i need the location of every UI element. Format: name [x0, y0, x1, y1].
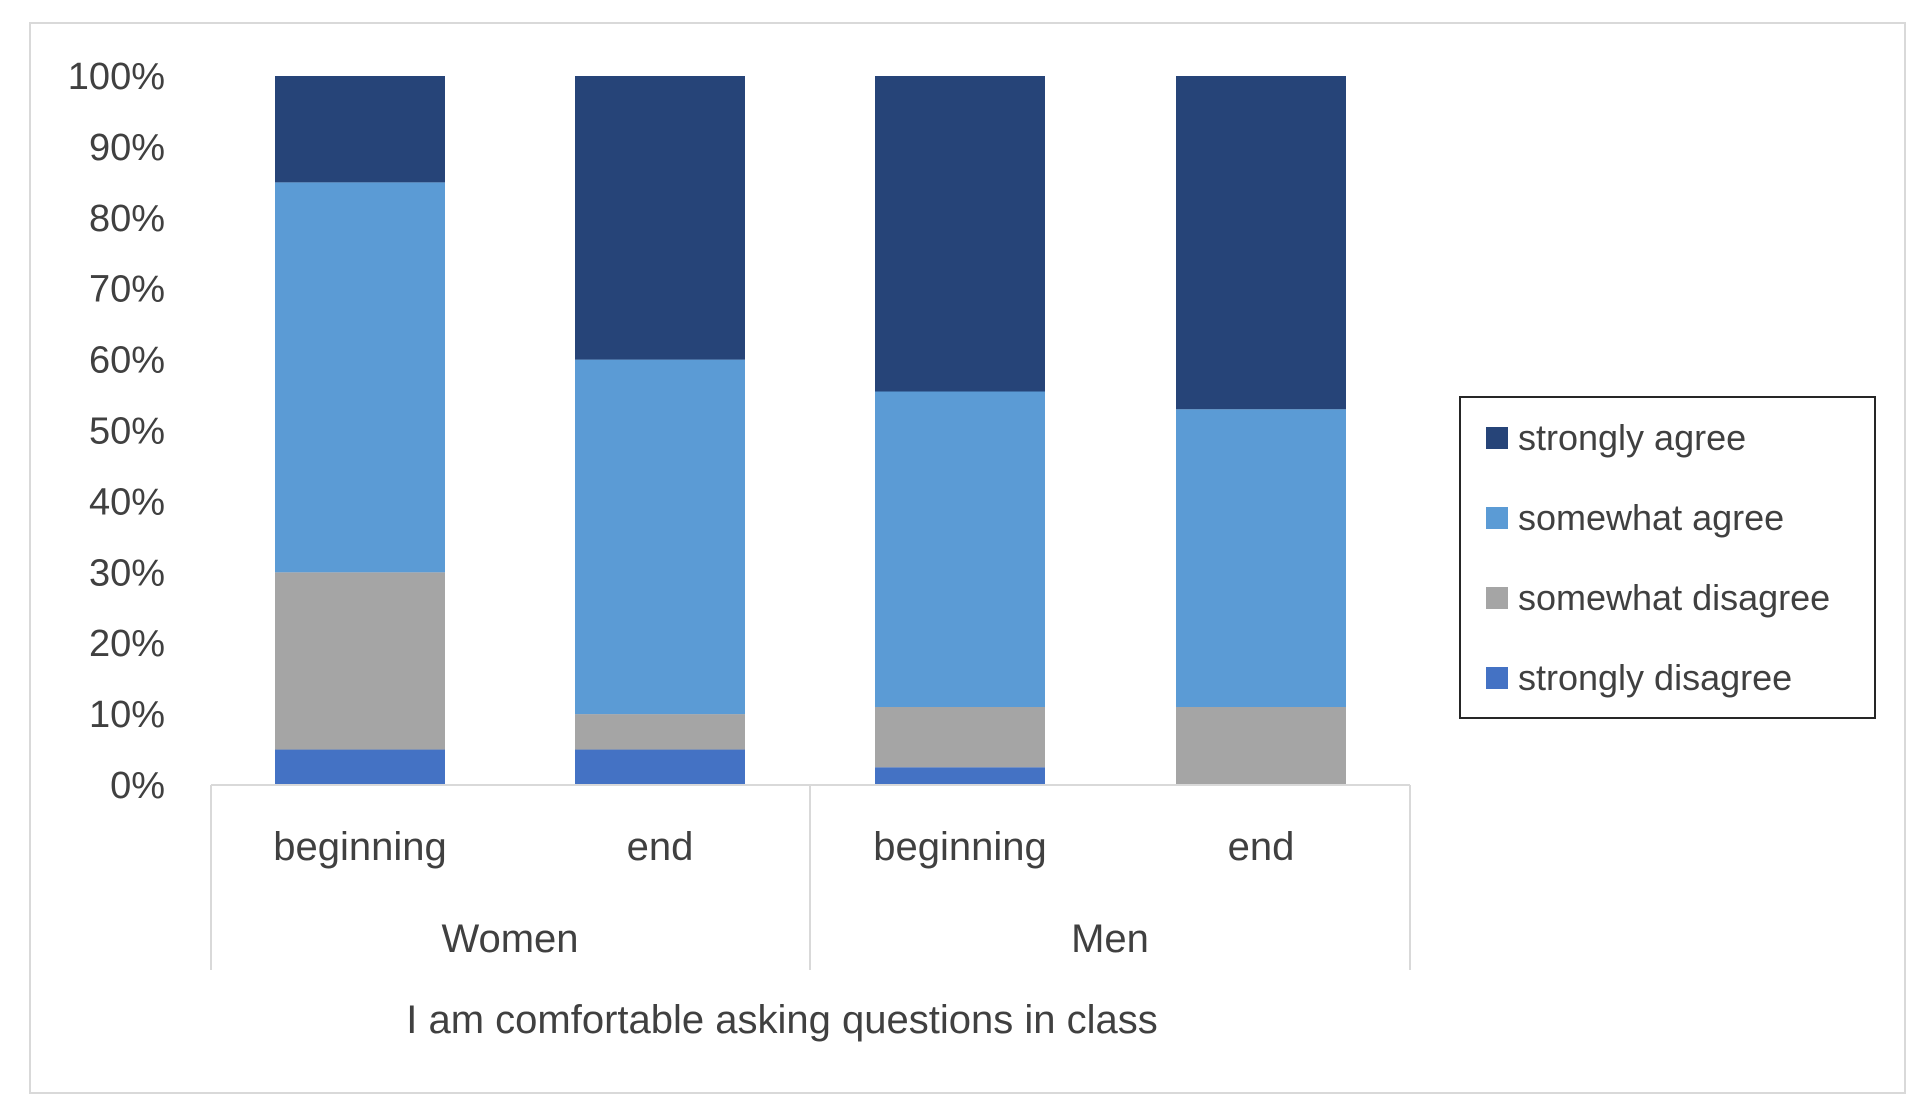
bar-segment-somewhat-agree — [1176, 409, 1346, 708]
y-axis: 0% 10% 20% 30% 40% 50% 60% 70% 80% 90% 100% — [68, 56, 165, 807]
group-label: Men — [1071, 917, 1149, 961]
y-tick-label: 60% — [89, 340, 165, 382]
y-tick-label: 50% — [89, 411, 165, 453]
bar-segment-somewhat-disagree — [275, 572, 445, 750]
bar-segment-strongly-disagree — [875, 767, 1045, 785]
x-axis — [210, 784, 1411, 970]
y-tick-label: 70% — [89, 269, 165, 311]
group-label: Women — [441, 917, 578, 961]
bar-segment-somewhat-agree — [575, 359, 745, 715]
bar-segment-strongly-agree — [575, 76, 745, 360]
y-tick-label: 40% — [89, 481, 165, 523]
y-tick-label: 20% — [89, 623, 165, 665]
bar-segment-strongly-agree — [875, 76, 1045, 392]
bars-layer — [275, 76, 1346, 785]
bar-segment-somewhat-disagree — [875, 707, 1045, 768]
x-tick-label: beginning — [273, 825, 447, 869]
bar-segment-somewhat-disagree — [1176, 707, 1346, 785]
legend-label: somewhat disagree — [1518, 577, 1830, 618]
legend-items: strongly agree somewhat agree somewhat dis… — [1486, 417, 1830, 698]
legend-label: somewhat agree — [1518, 497, 1784, 538]
legend-swatch — [1486, 587, 1508, 609]
y-tick-label: 0% — [110, 765, 165, 807]
y-tick-label: 10% — [89, 694, 165, 736]
legend-label: strongly agree — [1518, 417, 1746, 458]
legend-label: strongly disagree — [1518, 657, 1792, 698]
legend-box — [1459, 396, 1876, 719]
bar-segment-somewhat-agree — [275, 182, 445, 573]
y-tick-label: 80% — [89, 198, 165, 240]
x-axis-title: I am comfortable asking questions in cla… — [406, 998, 1157, 1042]
y-tick-label: 100% — [68, 56, 165, 98]
group-labels: Women Men — [441, 917, 1148, 961]
bar-segment-strongly-disagree — [275, 749, 445, 785]
bar-segment-strongly-agree — [275, 76, 445, 183]
bar-segment-somewhat-disagree — [575, 714, 745, 750]
legend-swatch — [1486, 427, 1508, 449]
legend-swatch — [1486, 507, 1508, 529]
y-tick-label: 90% — [89, 127, 165, 169]
y-tick-label: 30% — [89, 552, 165, 594]
bar-segment-strongly-disagree — [575, 749, 745, 785]
bar-segment-somewhat-agree — [875, 391, 1045, 708]
legend: strongly agree somewhat agree somewhat dis… — [1459, 396, 1876, 719]
x-tick-label: end — [627, 825, 694, 869]
x-tick-label: end — [1228, 825, 1295, 869]
x-tick-labels: beginning end beginning end — [273, 825, 1294, 869]
x-tick-label: beginning — [873, 825, 1047, 869]
legend-swatch — [1486, 667, 1508, 689]
bar-segment-strongly-agree — [1176, 76, 1346, 410]
